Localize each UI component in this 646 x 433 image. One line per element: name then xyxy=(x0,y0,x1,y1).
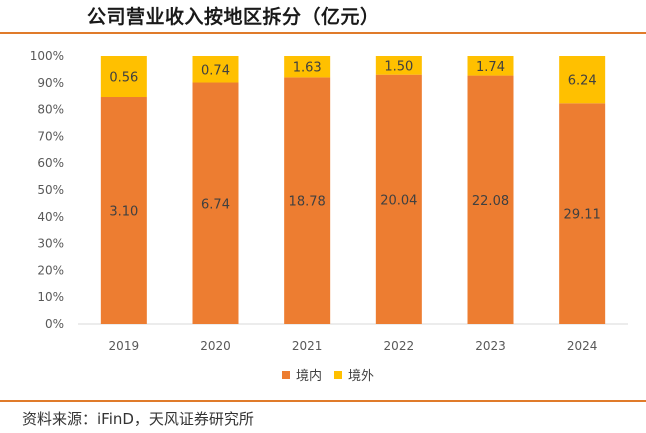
data-label-overseas: 1.74 xyxy=(476,60,505,75)
legend-swatch-overseas xyxy=(334,371,342,379)
data-label-domestic: 20.04 xyxy=(380,193,417,208)
y-tick-label: 20% xyxy=(37,263,64,277)
bar-overseas xyxy=(100,56,147,98)
y-tick-label: 40% xyxy=(37,210,64,224)
data-label-overseas: 0.56 xyxy=(109,71,138,86)
data-label-domestic: 22.08 xyxy=(472,194,509,209)
y-tick-label: 60% xyxy=(37,156,64,170)
bottom-rule xyxy=(0,400,646,402)
y-tick-label: 50% xyxy=(37,183,64,197)
y-tick-label: 100% xyxy=(30,49,64,63)
source-note: 资料来源：iFinD，天风证券研究所 xyxy=(22,410,254,428)
bar-overseas xyxy=(375,56,422,75)
top-rule xyxy=(0,32,646,34)
y-tick-label: 90% xyxy=(37,76,64,90)
y-tick-label: 30% xyxy=(37,237,64,251)
data-label-domestic: 6.74 xyxy=(201,197,230,212)
bar-domestic xyxy=(559,103,606,324)
data-label-overseas: 1.63 xyxy=(293,61,322,76)
data-label-overseas: 6.24 xyxy=(568,74,597,89)
y-tick-label: 0% xyxy=(45,317,64,331)
bar-domestic xyxy=(100,97,147,324)
chart-title: 公司营业收入按地区拆分（亿元） xyxy=(87,6,380,28)
legend-swatch-domestic xyxy=(282,371,290,379)
data-label-overseas: 0.74 xyxy=(201,63,230,78)
data-label-domestic: 29.11 xyxy=(564,208,601,223)
stacked-bar-chart: 0% 10% 20% 30% 40% 50% 60% 70% 80% 90% 100% 3.10 0.5… xyxy=(30,49,628,384)
bar-domestic xyxy=(192,82,239,324)
legend-label-domestic: 境内 xyxy=(296,368,322,384)
x-tick-label: 2022 xyxy=(384,339,415,353)
x-tick-label: 2021 xyxy=(292,339,323,353)
bar-overseas xyxy=(284,56,331,78)
x-tick-label: 2024 xyxy=(567,339,598,353)
y-tick-label: 80% xyxy=(37,103,64,117)
data-label-overseas: 1.50 xyxy=(384,59,413,74)
data-label-domestic: 3.10 xyxy=(109,205,138,220)
bar-domestic xyxy=(467,75,514,324)
y-tick-label: 10% xyxy=(37,290,64,304)
legend-label-overseas: 境外 xyxy=(348,369,374,384)
bar-overseas xyxy=(559,56,606,104)
bar-overseas xyxy=(467,56,514,76)
bar-domestic xyxy=(284,77,331,324)
bar-overseas xyxy=(192,56,239,83)
x-tick-label: 2020 xyxy=(200,339,231,353)
bar-domestic xyxy=(375,74,422,324)
chart-title-area: 公司营业收入按地区拆分（亿元） xyxy=(0,0,646,30)
y-tick-label: 70% xyxy=(37,129,64,143)
x-tick-label: 2023 xyxy=(475,339,506,353)
x-tick-label: 2019 xyxy=(109,339,140,353)
data-label-domestic: 18.78 xyxy=(289,195,326,210)
